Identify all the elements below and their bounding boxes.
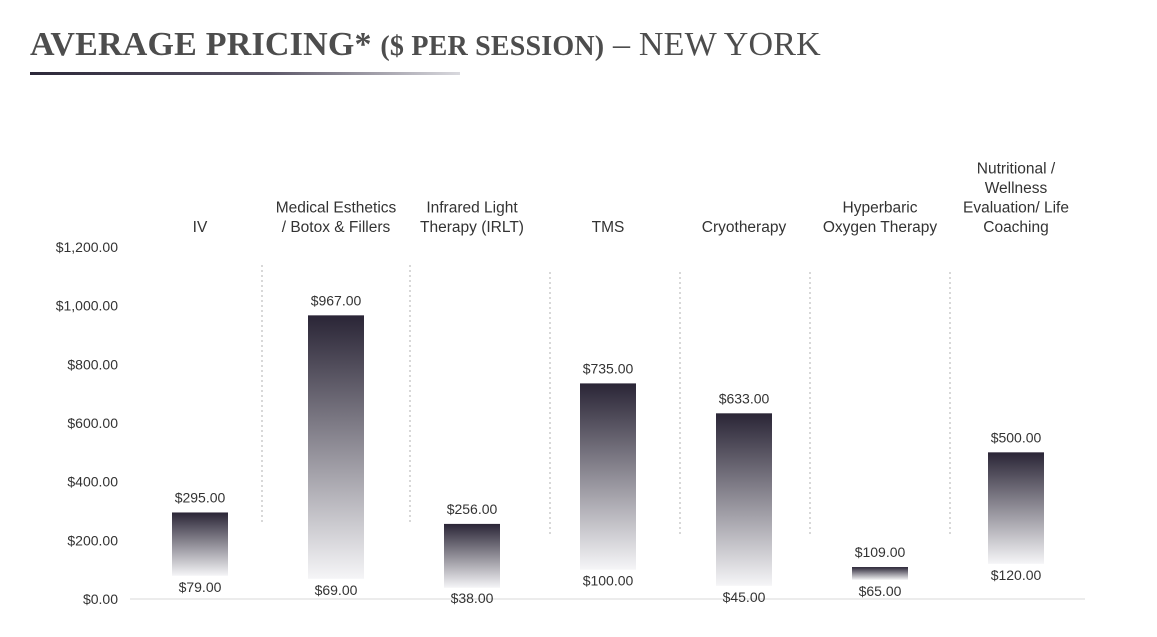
category-label: TMS <box>592 219 625 236</box>
y-tick-label: $1,200.00 <box>56 239 118 255</box>
category-label: / Botox & Fillers <box>282 219 391 236</box>
low-value-label: $100.00 <box>583 573 634 589</box>
y-tick-label: $0.00 <box>83 591 118 607</box>
low-value-label: $120.00 <box>991 567 1042 583</box>
high-value-label: $967.00 <box>311 292 362 308</box>
category-label: Wellness <box>985 180 1048 197</box>
price-range-bar <box>580 383 636 570</box>
low-value-label: $79.00 <box>179 579 222 595</box>
page-title: AVERAGE PRICING* ($ PER SESSION) – NEW Y… <box>30 26 821 64</box>
y-tick-label: $200.00 <box>67 532 118 548</box>
high-value-label: $256.00 <box>447 501 498 517</box>
y-tick-label: $600.00 <box>67 415 118 431</box>
high-value-label: $500.00 <box>991 429 1042 445</box>
category-label: Nutritional / <box>977 161 1056 178</box>
category-label: Oxygen Therapy <box>823 219 938 236</box>
price-range-bar <box>444 523 500 588</box>
category-label: Infrared Light <box>426 200 518 217</box>
category-label: Therapy (IRLT) <box>420 219 524 236</box>
title-main: AVERAGE PRICING* <box>30 26 372 63</box>
low-value-label: $65.00 <box>859 583 902 599</box>
bars: $295.00 $79.00 $967.00 $69.00 $256.00 $38.00 $… <box>172 292 1044 606</box>
category-label: Hyperbaric <box>843 200 918 217</box>
price-range-bar <box>172 512 228 576</box>
category-label: Coaching <box>983 219 1049 236</box>
category-separators <box>261 265 951 535</box>
high-value-label: $735.00 <box>583 360 634 376</box>
category-label: Cryotherapy <box>702 219 787 236</box>
category-labels: IV Medical Esthetics / Botox & Fillers Infr… <box>193 161 1069 237</box>
y-tick-label: $1,000.00 <box>56 298 118 314</box>
price-range-bar <box>716 413 772 586</box>
low-value-label: $69.00 <box>315 582 358 598</box>
price-range-bar <box>852 567 908 580</box>
y-tick-label: $400.00 <box>67 474 118 490</box>
category-label: Medical Esthetics <box>276 200 397 217</box>
price-range-bar <box>988 452 1044 564</box>
high-value-label: $633.00 <box>719 390 770 406</box>
title-underline <box>30 72 460 75</box>
category-label: Evaluation/ Life <box>963 200 1069 217</box>
high-value-label: $295.00 <box>175 489 226 505</box>
low-value-label: $38.00 <box>451 590 494 606</box>
title-location: – NEW YORK <box>613 26 821 63</box>
high-value-label: $109.00 <box>855 544 906 560</box>
price-range-bar <box>308 315 364 579</box>
y-tick-label: $800.00 <box>67 356 118 372</box>
low-value-label: $45.00 <box>723 589 766 605</box>
title-unit: ($ PER SESSION) <box>380 31 605 62</box>
category-label: IV <box>193 219 208 236</box>
y-axis-labels: $0.00 $200.00 $400.00 $600.00 $800.00 $1,000.… <box>56 239 119 607</box>
